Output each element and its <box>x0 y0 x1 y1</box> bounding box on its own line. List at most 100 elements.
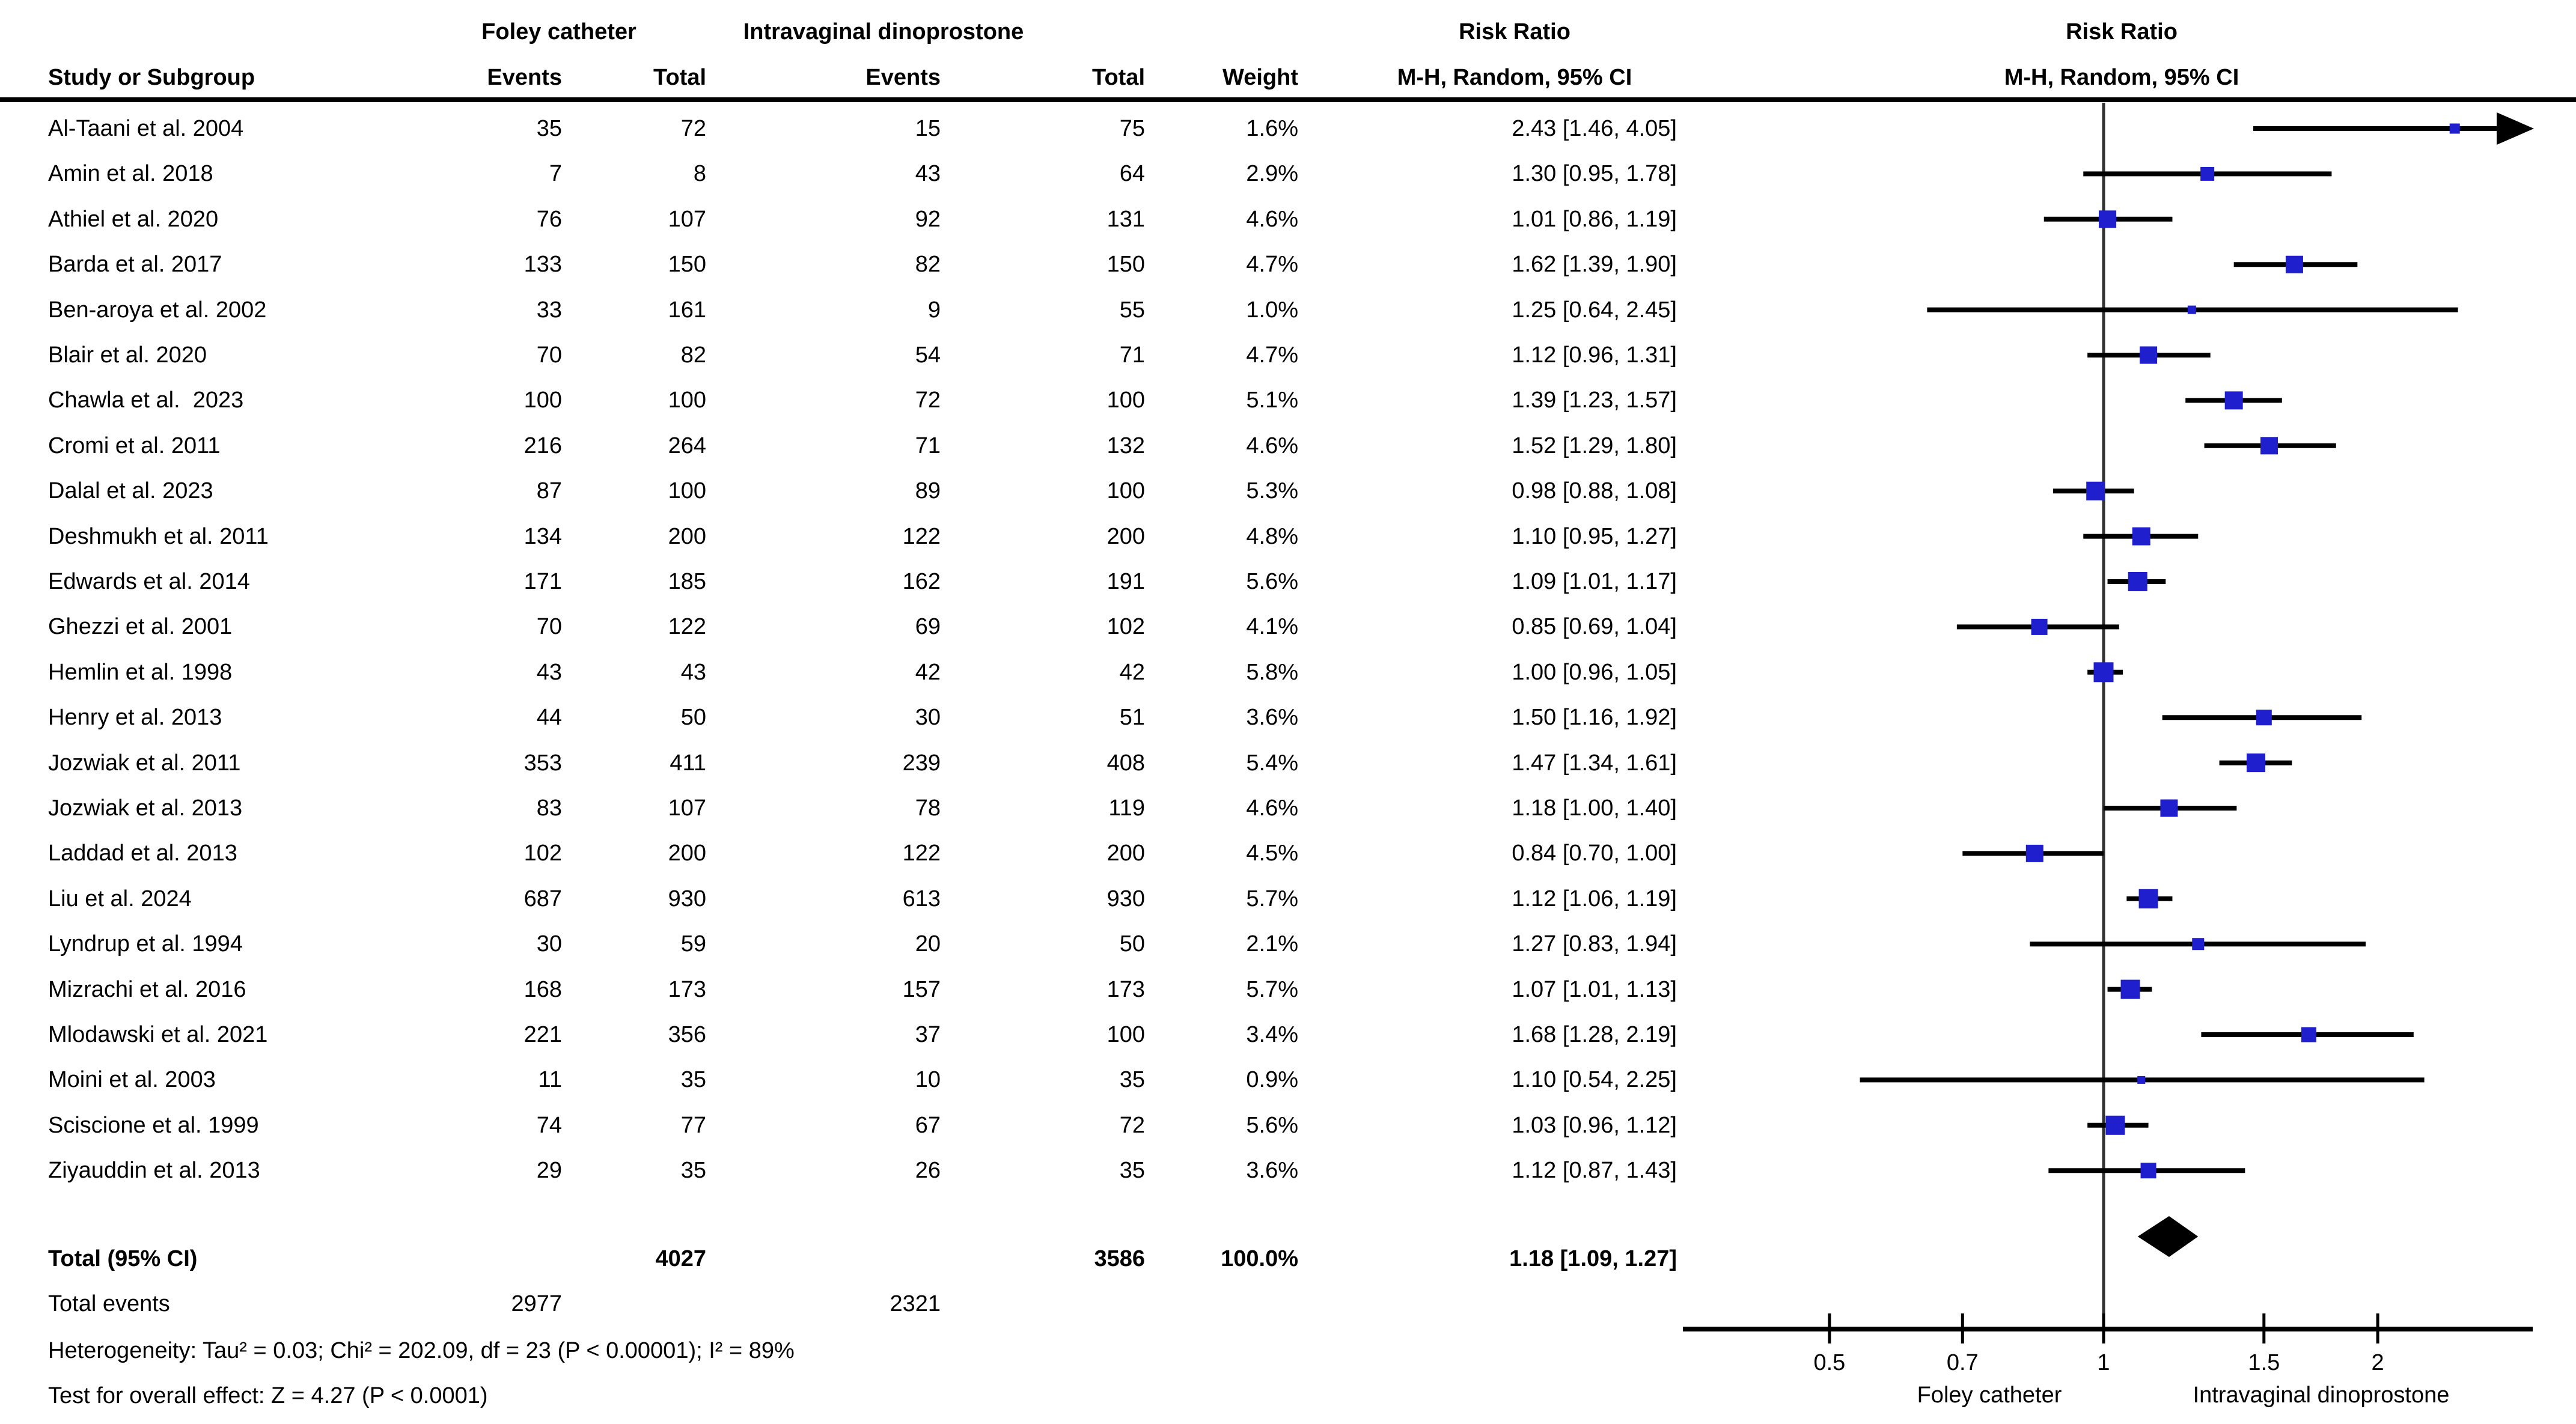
effect-square <box>2200 166 2215 181</box>
study-row: Mizrachi et al. 2016 168 173 157 173 5.7% 1.07… <box>0 967 1690 1012</box>
study-column-header: Study or Subgroup <box>48 65 255 90</box>
study-rr-ci: 1.52 [1.29, 1.80] <box>1512 433 1677 458</box>
study-name: Athiel et al. 2020 <box>48 206 219 232</box>
study-row: Athiel et al. 2020 76 107 92 131 4.6% 1.01 [0.… <box>0 196 1690 242</box>
group2-events: 20 <box>915 931 941 957</box>
group1-events: 353 <box>523 750 562 776</box>
overall-effect-text: Test for overall effect: Z = 4.27 (P < 0… <box>48 1383 488 1408</box>
study-name: Ben-aroya et al. 2002 <box>48 297 267 323</box>
effect-square <box>2093 662 2114 683</box>
group1-total: 35 <box>680 1067 706 1093</box>
study-row: Ben-aroya et al. 2002 33 161 9 55 1.0% 1.25 [0… <box>0 287 1690 333</box>
study-rr-ci: 1.12 [0.87, 1.43] <box>1512 1158 1677 1184</box>
group1-total: 356 <box>668 1022 706 1047</box>
group2-total: 102 <box>1106 614 1145 640</box>
group2-total: 408 <box>1106 750 1145 776</box>
group1-events: 11 <box>538 1067 562 1093</box>
study-name: Edwards et al. 2014 <box>48 569 250 594</box>
study-rr-ci: 1.25 [0.64, 2.45] <box>1512 297 1677 323</box>
study-weight: 4.5% <box>1246 841 1298 866</box>
group1-total: 930 <box>668 886 706 911</box>
group2-events: 89 <box>915 478 941 504</box>
study-name: Laddad et al. 2013 <box>48 841 237 866</box>
group1-events: 171 <box>523 569 562 594</box>
study-weight: 4.7% <box>1246 252 1298 278</box>
study-rr-ci: 1.09 [1.01, 1.17] <box>1512 569 1677 594</box>
study-name: Sciscione et al. 1999 <box>48 1112 259 1138</box>
study-rr-ci: 1.12 [0.96, 1.31] <box>1512 342 1677 368</box>
study-name: Blair et al. 2020 <box>48 342 207 368</box>
study-rr-ci: 1.12 [1.06, 1.19] <box>1512 886 1677 911</box>
header-separator <box>0 97 2576 102</box>
group2-total: 150 <box>1106 252 1145 278</box>
group2-events: 69 <box>915 614 941 640</box>
effect-square <box>2160 799 2178 817</box>
effect-square <box>2449 123 2460 134</box>
study-rr-ci: 1.10 [0.95, 1.27] <box>1512 523 1677 549</box>
group1-total: 107 <box>668 206 706 232</box>
study-weight: 5.7% <box>1246 886 1298 911</box>
group2-total: 35 <box>1119 1067 1145 1093</box>
x-axis-tick-label: 0.7 <box>1947 1350 1979 1375</box>
effect-square <box>2086 481 2105 501</box>
totals-group2-total: 3586 <box>1094 1246 1145 1271</box>
study-weight: 2.1% <box>1246 931 1298 957</box>
group1-total: 200 <box>668 523 706 549</box>
x-axis-tick-label: 1.5 <box>2248 1350 2280 1375</box>
study-name: Lyndrup et al. 1994 <box>48 931 243 957</box>
study-weight: 1.6% <box>1246 116 1298 141</box>
study-weight: 5.3% <box>1246 478 1298 504</box>
study-name: Mlodawski et al. 2021 <box>48 1022 268 1047</box>
study-weight: 4.6% <box>1246 433 1298 458</box>
group2-total: 100 <box>1106 478 1145 504</box>
study-weight: 3.6% <box>1246 1158 1298 1184</box>
group1-total: 100 <box>668 388 706 413</box>
study-row: Henry et al. 2013 44 50 30 51 3.6% 1.50 [1.16,… <box>0 695 1690 740</box>
study-name: Barda et al. 2017 <box>48 252 222 278</box>
effect-square <box>2140 1163 2156 1179</box>
group2-total: 930 <box>1106 886 1145 911</box>
study-name: Ghezzi et al. 2001 <box>48 614 233 640</box>
study-weight: 5.6% <box>1246 569 1298 594</box>
group1-events: 216 <box>523 433 562 458</box>
group1-total: 35 <box>680 1158 706 1184</box>
axis-left-label: Foley catheter <box>1917 1383 2062 1408</box>
study-weight: 3.4% <box>1246 1022 1298 1047</box>
ci-arrow-right <box>2497 112 2534 145</box>
effect-square <box>2128 572 2147 591</box>
study-rr-ci: 1.47 [1.34, 1.61] <box>1512 750 1677 776</box>
study-rr-ci: 0.85 [0.69, 1.04] <box>1512 614 1677 640</box>
study-rr-ci: 1.68 [1.28, 2.19] <box>1512 1022 1677 1047</box>
group2-total: 51 <box>1119 705 1145 731</box>
effect-square <box>2138 889 2158 908</box>
group2-events: 78 <box>915 796 941 821</box>
group2-events: 71 <box>915 433 941 458</box>
group2-total: 200 <box>1106 841 1145 866</box>
totals-row: Total (95% CI) 4027 3586 100.0% 1.18 [1.… <box>0 1236 1690 1282</box>
study-rr-ci: 1.03 [0.96, 1.12] <box>1512 1112 1677 1138</box>
study-name: Jozwiak et al. 2013 <box>48 796 243 821</box>
group1-events: 133 <box>523 252 562 278</box>
group2-events: 15 <box>915 116 941 141</box>
group1-events: 33 <box>536 297 562 323</box>
study-rr-ci: 1.00 [0.96, 1.05] <box>1512 659 1677 685</box>
totals-group1-total: 4027 <box>655 1246 706 1271</box>
study-name: Al-Taani et al. 2004 <box>48 116 244 141</box>
group2-events: 42 <box>915 659 941 685</box>
study-weight: 3.6% <box>1246 705 1298 731</box>
effect-square <box>2120 979 2140 999</box>
group1-total: 50 <box>680 705 706 731</box>
group2-events: 67 <box>915 1112 941 1138</box>
study-row: Laddad et al. 2013 102 200 122 200 4.5% 0.84 [… <box>0 830 1690 876</box>
group2-events: 122 <box>902 841 941 866</box>
group2-total: 119 <box>1108 796 1145 821</box>
group1-total: 185 <box>668 569 706 594</box>
group1-events: 87 <box>536 478 562 504</box>
study-row: Blair et al. 2020 70 82 54 71 4.7% 1.12 [0.96,… <box>0 332 1690 378</box>
summary-diamond <box>2137 1216 2199 1257</box>
group1-total: 107 <box>668 796 706 821</box>
group2-events: 162 <box>902 569 941 594</box>
study-row: Moini et al. 2003 11 35 10 35 0.9% 1.10 [0.54,… <box>0 1057 1690 1103</box>
study-row: Al-Taani et al. 2004 35 72 15 75 1.6% 2.43 [1.… <box>0 106 1690 151</box>
